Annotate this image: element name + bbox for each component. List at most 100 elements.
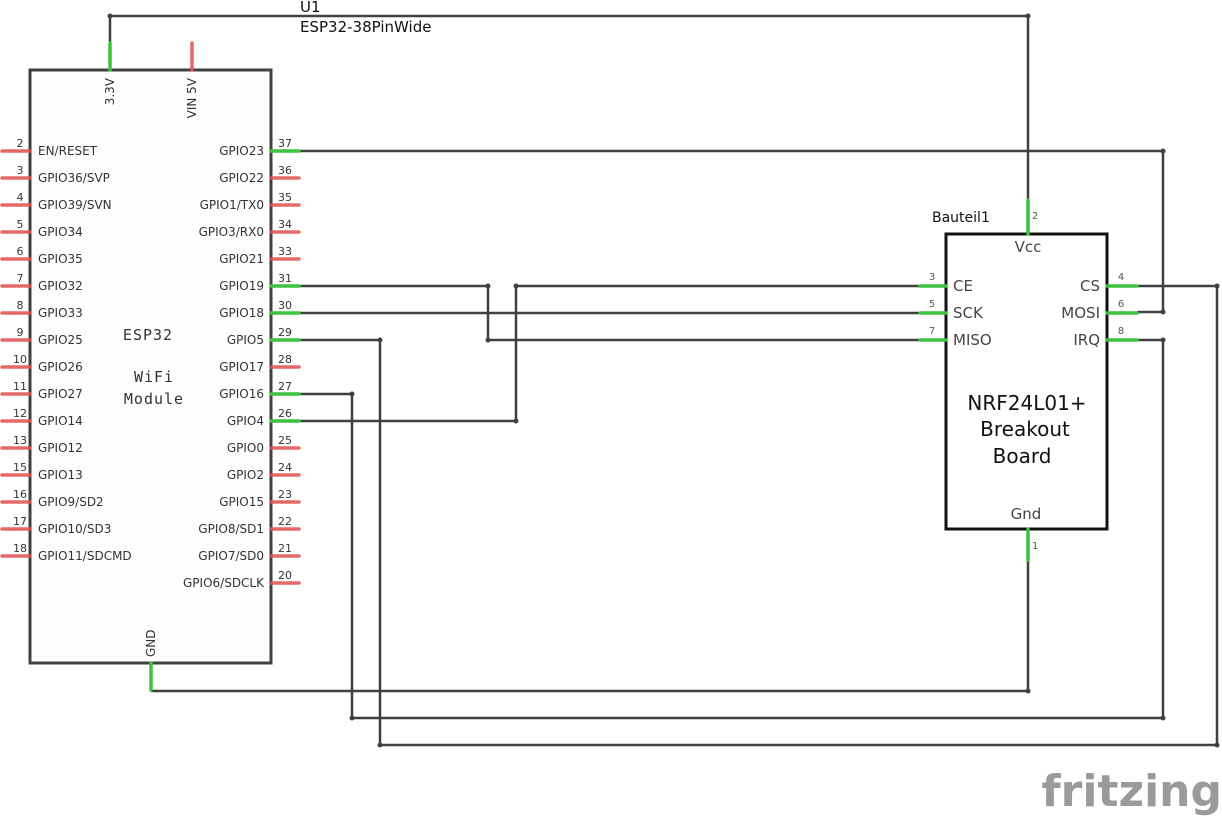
- pin-number: 10: [13, 353, 27, 366]
- pin-number: 37: [278, 137, 292, 150]
- pin-label: MOSI: [1061, 304, 1100, 322]
- wire[interactable]: [300, 284, 1219, 747]
- pin-number: 33: [278, 245, 292, 258]
- pin-number: 5: [929, 299, 935, 310]
- pin-number: 3: [17, 164, 24, 177]
- pin-number: 21: [278, 542, 292, 555]
- pin-label: GPIO35: [38, 252, 83, 266]
- wire-bendpoint[interactable]: [1025, 13, 1031, 19]
- pin-label: GPIO1/TX0: [200, 198, 264, 212]
- pin-number: 7: [929, 326, 935, 337]
- esp32-body-text: Module: [124, 390, 184, 408]
- pin-label: EN/RESET: [38, 144, 98, 158]
- pin-number: 28: [278, 353, 292, 366]
- wire-bendpoint[interactable]: [1160, 148, 1166, 154]
- pin-label: GND: [144, 629, 158, 657]
- wire-bendpoint[interactable]: [377, 337, 383, 343]
- wire[interactable]: [300, 284, 920, 423]
- wire-bendpoint[interactable]: [107, 13, 113, 19]
- wire-bendpoint[interactable]: [513, 283, 519, 289]
- pin-label: GPIO3/RX0: [199, 225, 264, 239]
- wire-bendpoint[interactable]: [513, 418, 519, 424]
- pin-label: GPIO33: [38, 306, 83, 320]
- wire-bendpoint[interactable]: [1025, 688, 1031, 694]
- pin-number: 7: [17, 272, 24, 285]
- pin-label: GPIO17: [219, 360, 264, 374]
- pin-label: GPIO27: [38, 387, 83, 401]
- wire-bendpoint[interactable]: [485, 337, 491, 343]
- pin-number: 20: [278, 569, 292, 582]
- pin-label: GPIO6/SDCLK: [183, 576, 265, 590]
- pin-label: Vcc: [1015, 238, 1042, 256]
- pin-number: 29: [278, 326, 292, 339]
- wire-bendpoint[interactable]: [1214, 742, 1220, 748]
- pin-number: 3: [929, 272, 935, 283]
- pin-number: 31: [278, 272, 292, 285]
- wire-bendpoint[interactable]: [1214, 283, 1220, 289]
- wire-bendpoint[interactable]: [349, 391, 355, 397]
- pin-label: MISO: [953, 331, 992, 349]
- pin-label: GPIO5: [227, 333, 264, 347]
- pin-label: GPIO19: [219, 279, 264, 293]
- pin-label: VIN 5V: [185, 77, 199, 118]
- esp32-body-text: WiFi: [134, 368, 174, 386]
- pin-number: 4: [17, 191, 24, 204]
- wire[interactable]: [108, 14, 1030, 200]
- pin-label: IRQ: [1073, 331, 1100, 349]
- esp32-ref: U1: [300, 0, 321, 16]
- nrf-ref: Bauteil1: [932, 210, 990, 226]
- nrf-title: NRF24L01+: [967, 391, 1086, 415]
- esp32-body-text: ESP32: [123, 326, 173, 344]
- nrf-body[interactable]: [944, 232, 1109, 531]
- pin-label: GPIO12: [38, 441, 83, 455]
- pin-number: 24: [278, 461, 292, 474]
- pin-label: GPIO9/SD2: [38, 495, 104, 509]
- pin-number: 8: [1118, 326, 1124, 337]
- pin-number: 27: [278, 380, 292, 393]
- pin-label: GPIO10/SD3: [38, 522, 111, 536]
- esp32-part-name: ESP32-38PinWide: [300, 18, 431, 36]
- pin-label: GPIO25: [38, 333, 83, 347]
- pin-number: 35: [278, 191, 292, 204]
- pin-number: 25: [278, 434, 292, 447]
- wire-bendpoint[interactable]: [1160, 337, 1166, 343]
- pin-label: GPIO14: [38, 414, 83, 428]
- wire-bendpoint[interactable]: [1160, 309, 1166, 315]
- pin-label: GPIO22: [219, 171, 264, 185]
- pin-number: 17: [13, 515, 27, 528]
- pin-label: GPIO11/SDCMD: [38, 549, 132, 563]
- pin-label: GPIO13: [38, 468, 83, 482]
- pin-label: GPIO21: [219, 252, 264, 266]
- wire[interactable]: [300, 149, 1165, 314]
- wire-bendpoint[interactable]: [377, 742, 383, 748]
- pin-number: 11: [13, 380, 27, 393]
- pin-label: GPIO26: [38, 360, 83, 374]
- nrf-title: Breakout: [980, 417, 1070, 441]
- pin-number: 30: [278, 299, 292, 312]
- pin-number: 5: [17, 218, 24, 231]
- fritzing-watermark: fritzing: [1042, 766, 1222, 817]
- pin-label: GPIO2: [227, 468, 264, 482]
- pin-label: GPIO8/SD1: [198, 522, 264, 536]
- pin-number: 8: [17, 299, 24, 312]
- pin-label: GPIO23: [219, 144, 264, 158]
- pin-number: 2: [17, 137, 24, 150]
- pin-label: GPIO15: [219, 495, 264, 509]
- pin-label: GPIO7/SD0: [198, 549, 264, 563]
- pin-number: 36: [278, 164, 292, 177]
- pin-number: 23: [278, 488, 292, 501]
- wire-bendpoint[interactable]: [485, 283, 491, 289]
- pin-number: 6: [1118, 299, 1124, 310]
- pin-number: 6: [17, 245, 24, 258]
- pin-number: 16: [13, 488, 27, 501]
- pin-label: GPIO36/SVP: [38, 171, 110, 185]
- wire-bendpoint[interactable]: [1160, 715, 1166, 721]
- pin-label: CE: [953, 277, 973, 295]
- pin-number: 15: [13, 461, 27, 474]
- wire[interactable]: [300, 338, 1165, 720]
- pin-label: CS: [1080, 277, 1100, 295]
- pin-label: GPIO18: [219, 306, 264, 320]
- pin-number: 1: [1032, 541, 1038, 552]
- wire-bendpoint[interactable]: [349, 715, 355, 721]
